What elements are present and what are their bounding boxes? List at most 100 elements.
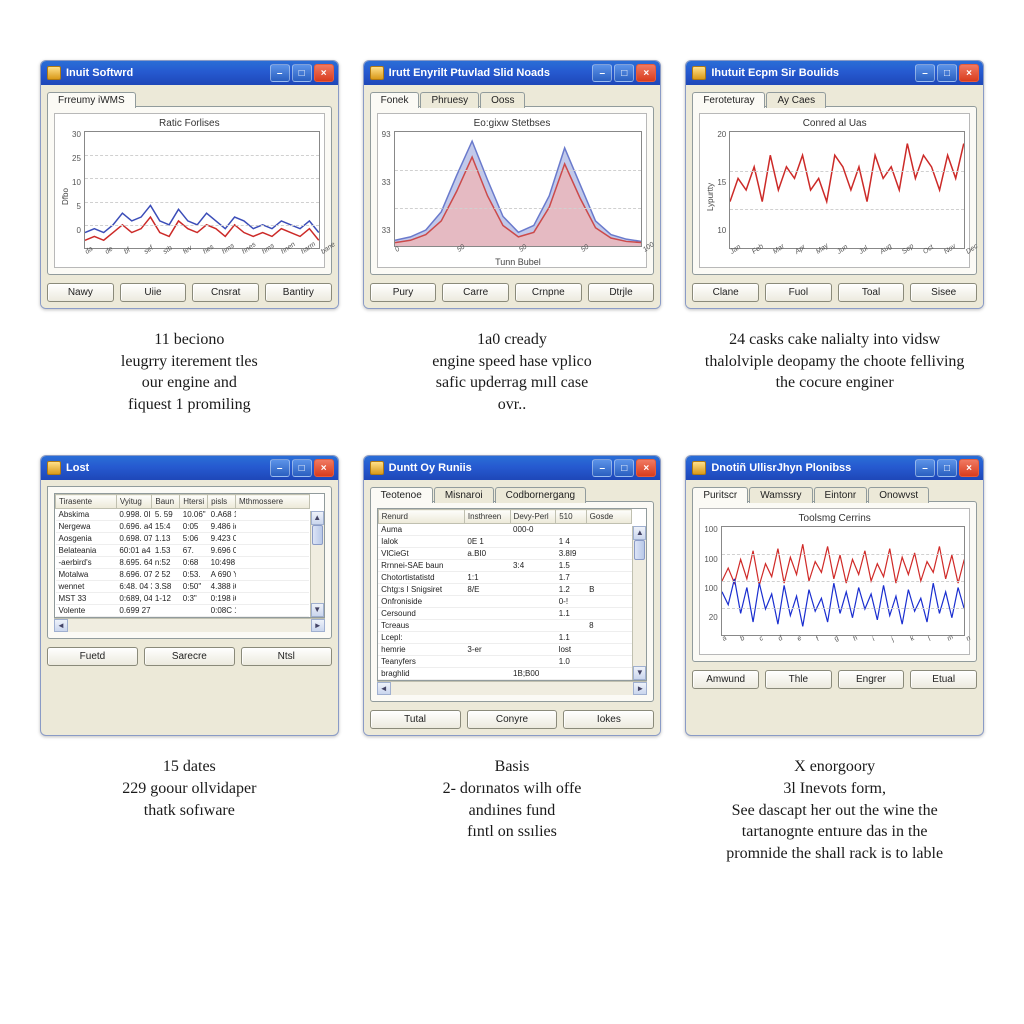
table-row[interactable]: Belateania60:01 a4 31.5367.9.696 0J n9 bbox=[56, 545, 310, 557]
column-header[interactable]: pisls bbox=[208, 495, 236, 509]
scroll-left-icon[interactable]: ◄ bbox=[54, 619, 68, 632]
tab[interactable]: Feroteturay bbox=[692, 92, 765, 108]
tab[interactable]: Puritscr bbox=[692, 487, 748, 503]
tab[interactable]: Ay Caes bbox=[766, 92, 826, 108]
table-row[interactable]: Ialok0E 11 4 bbox=[378, 536, 632, 548]
table-row[interactable]: Chtg:s I Snigsiret8/E1.2B bbox=[378, 584, 632, 596]
titlebar[interactable]: Lost–□× bbox=[41, 456, 338, 480]
table-row[interactable]: VlCieGta.BI03.8I9 bbox=[378, 548, 632, 560]
maximize-button[interactable]: □ bbox=[614, 64, 634, 82]
minimize-button[interactable]: – bbox=[270, 64, 290, 82]
table-row[interactable]: -aerbird's8.695. 64 3n:520:6810:498 i 0E bbox=[56, 557, 310, 569]
column-header[interactable]: Insthreen bbox=[464, 510, 510, 524]
maximize-button[interactable]: □ bbox=[937, 64, 957, 82]
tab[interactable]: Ooss bbox=[480, 92, 525, 108]
table-row[interactable]: Tcreaus8 bbox=[378, 620, 632, 632]
action-button[interactable]: Engrer bbox=[838, 670, 905, 689]
scroll-right-icon[interactable]: ► bbox=[311, 619, 325, 632]
tab[interactable]: Misnaroi bbox=[434, 487, 494, 503]
table-row[interactable]: Onfroniside0-! bbox=[378, 596, 632, 608]
maximize-button[interactable]: □ bbox=[937, 459, 957, 477]
titlebar[interactable]: Ihutuit Ecpm Sir Boulids–□× bbox=[686, 61, 983, 85]
tab[interactable]: Phruesy bbox=[420, 92, 479, 108]
column-header[interactable]: Renurd bbox=[378, 510, 464, 524]
table-row[interactable]: Teanyfers1.0 bbox=[378, 656, 632, 668]
column-header[interactable]: Devy-Perl bbox=[510, 510, 556, 524]
horizontal-scrollbar[interactable]: ◄► bbox=[377, 681, 648, 695]
table-row[interactable]: hemrie3-erlost bbox=[378, 644, 632, 656]
table-row[interactable]: braghlid1B;B00 bbox=[378, 668, 632, 680]
action-button[interactable]: Cnsrat bbox=[192, 283, 259, 302]
scroll-up-icon[interactable]: ▲ bbox=[633, 526, 646, 540]
minimize-button[interactable]: – bbox=[592, 64, 612, 82]
tab[interactable]: Fonek bbox=[370, 92, 420, 108]
column-header[interactable]: Mthmossere bbox=[236, 495, 310, 509]
action-button[interactable]: Clane bbox=[692, 283, 759, 302]
scroll-down-icon[interactable]: ▼ bbox=[633, 666, 646, 680]
close-button[interactable]: × bbox=[314, 459, 334, 477]
action-button[interactable]: Sarecre bbox=[144, 647, 235, 666]
close-button[interactable]: × bbox=[959, 459, 979, 477]
column-header[interactable]: Htersi bbox=[180, 495, 208, 509]
scroll-right-icon[interactable]: ► bbox=[633, 682, 647, 695]
table-row[interactable]: Abskima0.998. 0I 35. 5910.06"0.A68 16 0:… bbox=[56, 509, 310, 521]
vertical-scrollbar[interactable]: ▲▼ bbox=[632, 526, 646, 680]
action-button[interactable]: Pury bbox=[370, 283, 437, 302]
action-button[interactable]: Carre bbox=[442, 283, 509, 302]
action-button[interactable]: Nawy bbox=[47, 283, 114, 302]
tab[interactable]: Frreumy iWMS bbox=[47, 92, 136, 108]
table-row[interactable]: Nergewa0.696. a4 315:40:059.486 ic nE bbox=[56, 521, 310, 533]
table-row[interactable]: Chotortistatistd1:11.7 bbox=[378, 572, 632, 584]
action-button[interactable]: Crnpne bbox=[515, 283, 582, 302]
column-header[interactable]: Tirasente bbox=[56, 495, 117, 509]
horizontal-scrollbar[interactable]: ◄► bbox=[54, 618, 325, 632]
minimize-button[interactable]: – bbox=[270, 459, 290, 477]
close-button[interactable]: × bbox=[314, 64, 334, 82]
maximize-button[interactable]: □ bbox=[292, 459, 312, 477]
minimize-button[interactable]: – bbox=[592, 459, 612, 477]
close-button[interactable]: × bbox=[636, 459, 656, 477]
action-button[interactable]: Thle bbox=[765, 670, 832, 689]
minimize-button[interactable]: – bbox=[915, 459, 935, 477]
table-row[interactable]: Auma000-0 bbox=[378, 524, 632, 536]
action-button[interactable]: Etual bbox=[910, 670, 977, 689]
table-row[interactable]: Rrnnei-SAE baun3:41.5 bbox=[378, 560, 632, 572]
column-header[interactable]: Gosde bbox=[586, 510, 632, 524]
tab[interactable]: Teotenoe bbox=[370, 487, 433, 503]
action-button[interactable]: Uiie bbox=[120, 283, 187, 302]
table-row[interactable]: Lcepl:1.1 bbox=[378, 632, 632, 644]
table-row[interactable]: Cersound1.1 bbox=[378, 608, 632, 620]
column-header[interactable]: Vyitug bbox=[116, 495, 152, 509]
close-button[interactable]: × bbox=[959, 64, 979, 82]
tab[interactable]: Codbornergang bbox=[495, 487, 587, 503]
titlebar[interactable]: Inuit Softwrd–□× bbox=[41, 61, 338, 85]
action-button[interactable]: Tutal bbox=[370, 710, 461, 729]
scroll-down-icon[interactable]: ▼ bbox=[311, 603, 324, 617]
tab[interactable]: Wamssry bbox=[749, 487, 812, 503]
action-button[interactable]: Iokes bbox=[563, 710, 654, 729]
action-button[interactable]: Toal bbox=[838, 283, 905, 302]
action-button[interactable]: Fuetd bbox=[47, 647, 138, 666]
table-row[interactable]: Motalwa8.696. 07 32 520:53.A 690 Y6 wE bbox=[56, 569, 310, 581]
scroll-left-icon[interactable]: ◄ bbox=[377, 682, 391, 695]
action-button[interactable]: Amwund bbox=[692, 670, 759, 689]
scroll-thumb[interactable] bbox=[634, 540, 645, 560]
minimize-button[interactable]: – bbox=[915, 64, 935, 82]
action-button[interactable]: Dtrjle bbox=[588, 283, 655, 302]
tab[interactable]: Onowvst bbox=[868, 487, 929, 503]
titlebar[interactable]: Irutt Enyrilt Ptuvlad Slid Noads–□× bbox=[364, 61, 661, 85]
action-button[interactable]: Ntsl bbox=[241, 647, 332, 666]
vertical-scrollbar[interactable]: ▲▼ bbox=[310, 511, 324, 617]
column-header[interactable]: Baun bbox=[152, 495, 180, 509]
maximize-button[interactable]: □ bbox=[292, 64, 312, 82]
action-button[interactable]: Sisee bbox=[910, 283, 977, 302]
close-button[interactable]: × bbox=[636, 64, 656, 82]
table-row[interactable]: Volente0.699 27 30:08C 1 6 bbox=[56, 605, 310, 617]
column-header[interactable]: 510 bbox=[556, 510, 586, 524]
action-button[interactable]: Conyre bbox=[467, 710, 558, 729]
maximize-button[interactable]: □ bbox=[614, 459, 634, 477]
table-row[interactable]: Aosgenia0.698. 07 31.135:069.423 0J 4E bbox=[56, 533, 310, 545]
table-row[interactable]: MST 330:689, 04 31-120:3"0:198 iG 5E bbox=[56, 593, 310, 605]
titlebar[interactable]: Dnotiñ UllisrJhyn Plonibss–□× bbox=[686, 456, 983, 480]
action-button[interactable]: Bantiry bbox=[265, 283, 332, 302]
